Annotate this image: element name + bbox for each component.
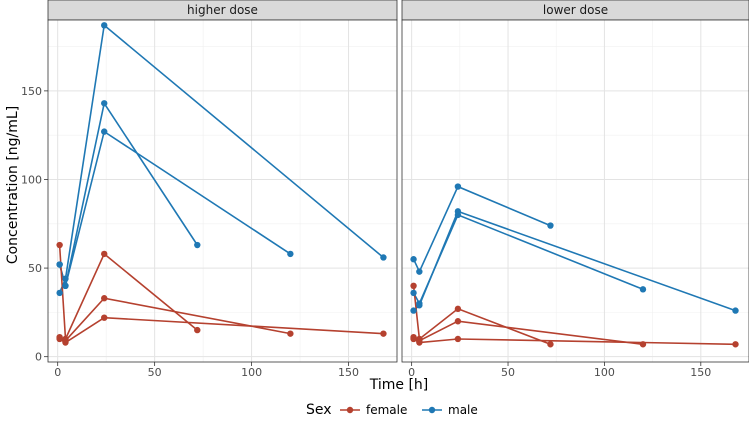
data-point-female xyxy=(639,341,647,348)
y-axis-title: Concentration [ng/mL] xyxy=(5,106,21,264)
y-tick-label: 150 xyxy=(21,85,42,98)
x-tick-label: 0 xyxy=(408,366,415,379)
data-point-female xyxy=(732,341,739,348)
facet-panel-0: higher dose 0 50 100 150 0 50 100 150 xyxy=(21,0,398,379)
data-point-female xyxy=(380,330,387,337)
data-point-male xyxy=(547,222,554,229)
data-point-male xyxy=(410,256,417,263)
data-point-male xyxy=(416,302,423,309)
legend: Sex female male xyxy=(306,402,478,418)
legend-title: Sex xyxy=(306,402,332,418)
y-tick-label: 0 xyxy=(35,351,42,364)
panel-border xyxy=(47,19,398,363)
plot-background xyxy=(402,20,749,362)
data-point-male xyxy=(732,307,739,314)
data-point-male xyxy=(639,286,647,293)
data-point-female xyxy=(410,282,417,290)
data-point-male xyxy=(62,282,69,290)
x-tick-label: 50 xyxy=(148,366,162,379)
data-point-male xyxy=(101,22,108,29)
x-tick-label: 0 xyxy=(54,366,61,379)
legend-label: female xyxy=(366,403,407,417)
series-line-male xyxy=(58,130,291,289)
legend-key-point xyxy=(346,406,354,414)
facet-strip-label: higher dose xyxy=(187,3,258,17)
data-point-female xyxy=(454,305,462,313)
data-point-male xyxy=(454,208,462,215)
y-tick-label: 50 xyxy=(28,262,42,275)
data-point-female xyxy=(194,326,201,334)
data-point-female xyxy=(56,241,63,249)
x-tick-label: 150 xyxy=(338,366,359,379)
legend-entry-female: female xyxy=(340,403,407,417)
data-point-female xyxy=(416,339,423,346)
x-tick-label: 150 xyxy=(690,366,711,379)
data-point-female xyxy=(101,314,108,321)
data-point-male xyxy=(410,289,417,297)
y-tick-label: 100 xyxy=(21,173,42,186)
x-tick-label: 50 xyxy=(501,366,515,379)
facet-strip-label: lower dose xyxy=(543,3,608,17)
data-point-male xyxy=(194,241,201,249)
data-point-female xyxy=(454,335,462,343)
data-point-female xyxy=(101,250,108,258)
x-axis-title: Time [h] xyxy=(369,377,429,393)
facet-panels: higher dose 0 50 100 150 0 50 100 150 lower dose 0… xyxy=(21,0,749,379)
data-point-female xyxy=(62,339,69,346)
legend-key-point xyxy=(428,406,436,414)
legend-entry-male: male xyxy=(422,403,478,417)
data-point-female xyxy=(287,330,294,337)
data-point-female xyxy=(101,295,108,302)
data-point-female xyxy=(454,318,462,325)
data-point-male xyxy=(56,261,63,268)
data-point-male xyxy=(101,128,108,135)
data-point-male xyxy=(410,307,417,314)
data-point-female xyxy=(410,335,417,343)
data-point-male xyxy=(62,275,69,282)
data-point-male xyxy=(56,289,63,297)
data-point-male xyxy=(101,100,108,107)
data-point-female xyxy=(547,341,554,348)
x-tick-label: 100 xyxy=(594,366,615,379)
legend-label: male xyxy=(448,403,478,417)
series-line-male xyxy=(412,185,551,274)
data-point-male xyxy=(380,254,387,261)
data-point-male xyxy=(416,268,423,275)
panel-border xyxy=(401,19,749,363)
facet-panel-1: lower dose 0 50 100 150 xyxy=(401,0,749,379)
data-point-female xyxy=(56,335,63,343)
plot-background xyxy=(48,20,397,362)
data-point-male xyxy=(287,250,294,258)
x-tick-label: 100 xyxy=(241,366,262,379)
data-point-male xyxy=(454,183,462,190)
